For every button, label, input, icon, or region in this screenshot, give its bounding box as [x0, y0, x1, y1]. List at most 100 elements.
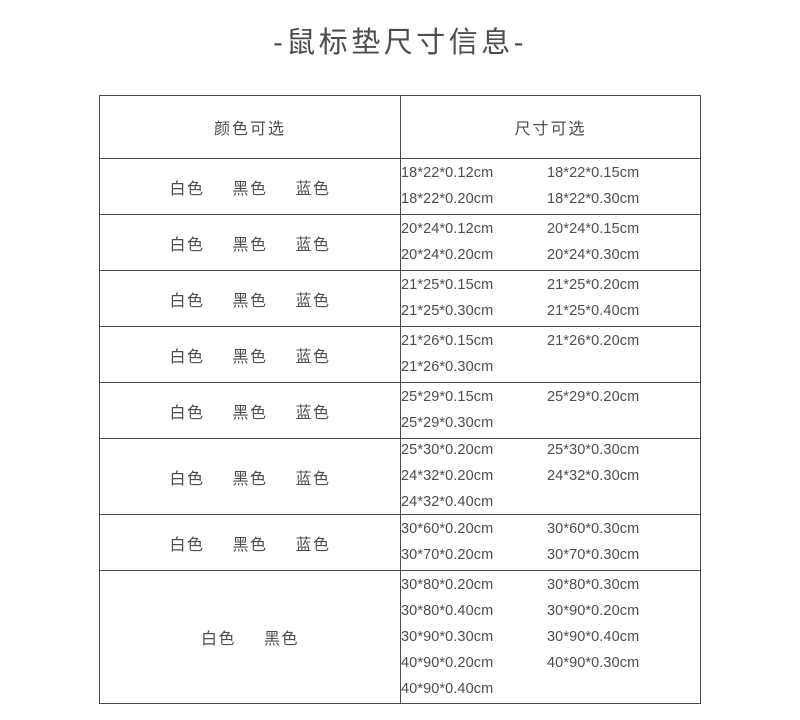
size-option: 20*24*0.15cm — [547, 221, 640, 237]
size-info-table: 颜色可选 尺寸可选 白色 黑色 蓝色 18*22*0.12cm 18*22*0.15cm… — [99, 95, 701, 704]
color-option: 蓝色 — [295, 180, 331, 198]
size-option-grid: 30*80*0.20cm 30*80*0.30cm 30*80*0.40cm 30*9… — [401, 577, 700, 698]
size-option: 18*22*0.15cm — [547, 165, 640, 181]
size-options-cell: 25*29*0.15cm 25*29*0.20cm 25*29*0.30cm — [400, 382, 701, 439]
color-options-cell: 白色 黑色 蓝色 — [99, 158, 401, 215]
color-option: 黑色 — [232, 348, 268, 366]
size-option: 21*26*0.15cm — [401, 333, 494, 349]
color-option-list: 白色 黑色 蓝色 — [155, 343, 344, 367]
color-options-cell: 白色 黑色 蓝色 — [99, 326, 401, 383]
size-option: 30*80*0.40cm — [401, 602, 494, 619]
color-option: 白色 — [169, 536, 205, 554]
table-row: 白色 黑色 蓝色 25*30*0.20cm 25*30*0.30cm 24*32*0.20… — [99, 438, 701, 515]
color-option: 黑色 — [232, 404, 268, 422]
color-option: 黑色 — [232, 236, 268, 254]
size-option: 30*80*0.20cm — [401, 576, 494, 593]
table-row: 白色 黑色 蓝色 25*29*0.15cm 25*29*0.20cm 25*29*0.30… — [99, 382, 701, 439]
color-option: 白色 — [169, 348, 205, 366]
color-option: 白色 — [169, 470, 205, 488]
size-option: 30*70*0.20cm — [401, 547, 494, 563]
size-option: 20*24*0.12cm — [401, 221, 494, 237]
color-option: 蓝色 — [295, 536, 331, 554]
column-header-size: 尺寸可选 — [400, 95, 701, 159]
size-option: 21*25*0.20cm — [547, 277, 640, 293]
color-option-list: 白色 黑色 蓝色 — [155, 287, 344, 311]
color-options-cell: 白色 黑色 蓝色 — [99, 270, 401, 327]
size-option: 25*29*0.20cm — [547, 389, 640, 405]
size-option: 30*60*0.20cm — [401, 521, 494, 537]
size-option: 25*30*0.30cm — [547, 442, 640, 458]
table-header-row: 颜色可选 尺寸可选 — [99, 95, 701, 159]
color-option: 白色 — [169, 236, 205, 254]
color-option-list: 白色 黑色 蓝色 — [155, 399, 344, 423]
color-option: 黑色 — [264, 631, 300, 648]
size-option: 21*25*0.15cm — [401, 277, 494, 293]
color-option-list: 白色 黑色 蓝色 — [155, 231, 344, 255]
color-option: 白色 — [169, 404, 205, 422]
table-row: 白色 黑色 蓝色 21*26*0.15cm 21*26*0.20cm 21*26*0.30… — [99, 326, 701, 383]
color-option: 蓝色 — [295, 292, 331, 310]
size-option: 25*29*0.30cm — [401, 415, 494, 431]
page-title-container: -鼠标垫尺寸信息- — [0, 26, 800, 60]
color-options-cell: 白色 黑色 蓝色 — [99, 438, 401, 515]
color-options-cell: 白色 黑色 蓝色 — [99, 214, 401, 271]
table-row: 白色 黑色 蓝色 21*25*0.15cm 21*25*0.20cm 21*25*0.30… — [99, 270, 701, 327]
color-option: 白色 — [169, 180, 205, 198]
color-option: 蓝色 — [295, 404, 331, 422]
size-option-grid: 20*24*0.12cm 20*24*0.15cm 20*24*0.20cm 20*2… — [401, 221, 700, 264]
size-options-cell: 25*30*0.20cm 25*30*0.30cm 24*32*0.20cm 24*3… — [400, 438, 701, 515]
color-option: 黑色 — [232, 470, 268, 488]
column-header-color: 颜色可选 — [99, 95, 401, 159]
size-option-grid: 25*30*0.20cm 25*30*0.30cm 24*32*0.20cm 24*3… — [401, 442, 700, 511]
color-option: 蓝色 — [295, 236, 331, 254]
size-option: 24*32*0.30cm — [547, 468, 640, 484]
size-options-cell: 18*22*0.12cm 18*22*0.15cm 18*22*0.20cm 18*2… — [400, 158, 701, 215]
size-option-grid: 25*29*0.15cm 25*29*0.20cm 25*29*0.30cm — [401, 389, 700, 432]
table-row: 白色 黑色 蓝色 30*60*0.20cm 30*60*0.30cm 30*70*0.20… — [99, 514, 701, 571]
color-option: 白色 — [200, 631, 236, 648]
color-option: 蓝色 — [295, 470, 331, 488]
table-header: 颜色可选 尺寸可选 — [99, 95, 701, 159]
page-title: -鼠标垫尺寸信息- — [273, 27, 527, 59]
size-options-cell: 21*26*0.15cm 21*26*0.20cm 21*26*0.30cm — [400, 326, 701, 383]
size-option-grid: 30*60*0.20cm 30*60*0.30cm 30*70*0.20cm 30*7… — [401, 521, 700, 564]
size-option: 25*30*0.20cm — [401, 442, 494, 458]
table-row: 白色 黑色 蓝色 20*24*0.12cm 20*24*0.15cm 20*24*0.20… — [99, 214, 701, 271]
size-options-cell: 21*25*0.15cm 21*25*0.20cm 21*25*0.30cm 21*2… — [400, 270, 701, 327]
color-options-cell: 白色 黑色 蓝色 — [99, 382, 401, 439]
color-options-cell: 白色 黑色 蓝色 — [99, 514, 401, 571]
color-option: 蓝色 — [295, 348, 331, 366]
size-option: 30*90*0.30cm — [401, 628, 494, 645]
size-option: 30*80*0.30cm — [547, 576, 640, 593]
color-options-cell: 白色 黑色 — [99, 570, 401, 704]
size-option: 18*22*0.30cm — [547, 191, 640, 207]
size-option: 30*60*0.30cm — [547, 521, 640, 537]
table-row: 白色 黑色 30*80*0.20cm 30*80*0.30cm 30*80*0.40cm… — [99, 570, 701, 704]
size-option: 18*22*0.20cm — [401, 191, 494, 207]
size-option: 21*25*0.40cm — [547, 303, 640, 319]
size-option: 40*90*0.40cm — [401, 680, 494, 697]
size-option: 20*24*0.20cm — [401, 247, 494, 263]
table-row: 白色 黑色 蓝色 18*22*0.12cm 18*22*0.15cm 18*22*0.20… — [99, 158, 701, 215]
color-option-list: 白色 黑色 蓝色 — [155, 531, 344, 555]
color-option-list: 白色 黑色 — [187, 625, 313, 649]
color-option-list: 白色 黑色 蓝色 — [155, 175, 344, 199]
size-option: 24*32*0.20cm — [401, 468, 494, 484]
size-option: 20*24*0.30cm — [547, 247, 640, 263]
size-option: 21*25*0.30cm — [401, 303, 494, 319]
size-option: 21*26*0.20cm — [547, 333, 640, 349]
size-option: 40*90*0.30cm — [547, 654, 640, 671]
color-option-list: 白色 黑色 蓝色 — [155, 465, 344, 489]
size-option: 25*29*0.15cm — [401, 389, 494, 405]
table-body: 白色 黑色 蓝色 18*22*0.12cm 18*22*0.15cm 18*22*0.20… — [99, 158, 701, 704]
size-option: 24*32*0.40cm — [401, 494, 494, 510]
color-option: 黑色 — [232, 292, 268, 310]
size-option: 30*90*0.40cm — [547, 628, 640, 645]
color-option: 黑色 — [232, 180, 268, 198]
size-options-cell: 30*80*0.20cm 30*80*0.30cm 30*80*0.40cm 30*9… — [400, 570, 701, 704]
size-option: 21*26*0.30cm — [401, 359, 494, 375]
color-option: 黑色 — [232, 536, 268, 554]
size-options-cell: 30*60*0.20cm 30*60*0.30cm 30*70*0.20cm 30*7… — [400, 514, 701, 571]
size-option-grid: 21*26*0.15cm 21*26*0.20cm 21*26*0.30cm — [401, 333, 700, 376]
